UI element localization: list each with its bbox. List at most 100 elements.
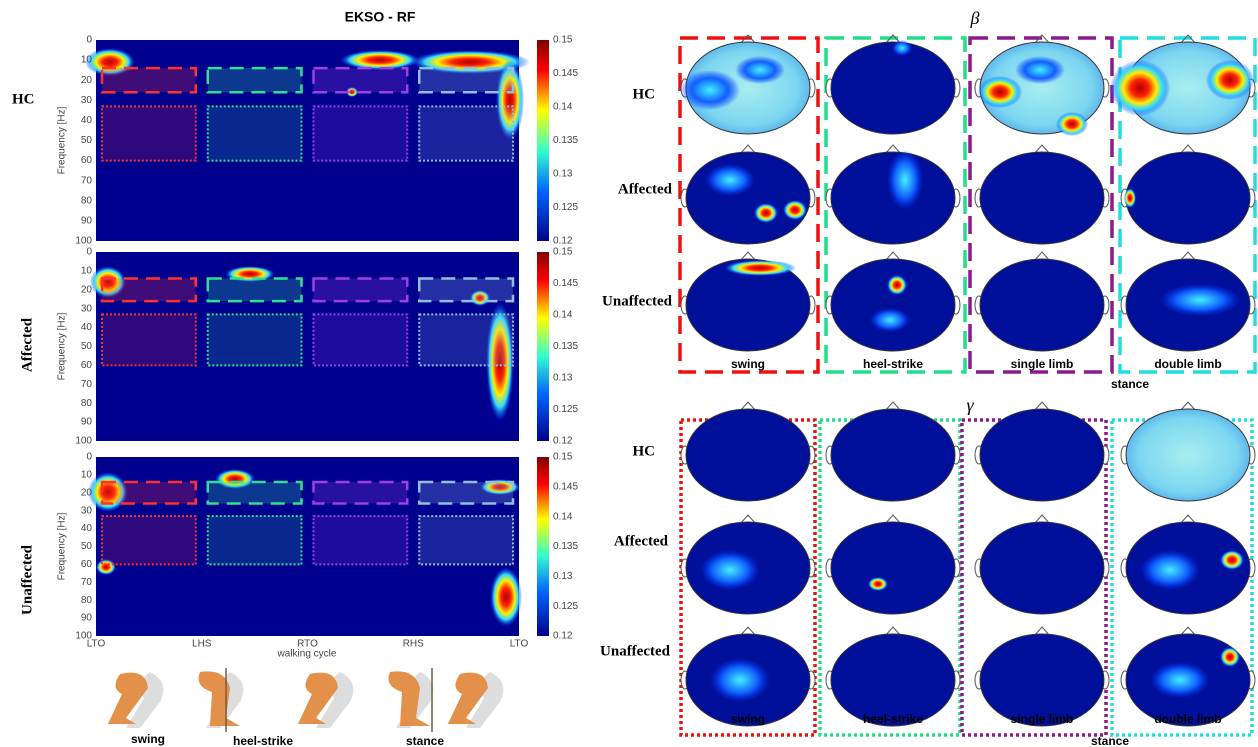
topomap-blob	[680, 70, 740, 110]
y-tick-label: 30	[81, 95, 93, 106]
colorbar-label: 0.135	[553, 341, 578, 352]
phase-window	[101, 313, 197, 367]
y-tick-label: 40	[81, 322, 93, 333]
head-nose	[1179, 514, 1197, 525]
gait-leg	[448, 672, 488, 724]
topomap	[979, 258, 1105, 352]
colorbar-label: 0.13	[553, 571, 573, 582]
topomap-blob	[705, 164, 755, 196]
head-nose	[739, 626, 757, 637]
phase-label: heel-strike	[863, 712, 923, 726]
y-tick-label: 100	[75, 236, 92, 247]
topomap-blob	[1160, 284, 1240, 316]
heat-blob	[346, 87, 358, 97]
x-tick-label: LTO	[510, 639, 529, 650]
topomap-blob	[892, 40, 912, 56]
phase-band	[418, 480, 515, 505]
colorbar-label: 0.145	[553, 481, 578, 492]
y-tick-label: 10	[81, 55, 93, 66]
y-tick-label: 50	[81, 341, 93, 352]
head-nose	[1179, 34, 1197, 45]
head-nose	[739, 514, 757, 525]
colorbar-label: 0.135	[553, 135, 578, 146]
phase-label: swing	[731, 712, 765, 726]
y-tick-label: 90	[81, 417, 93, 428]
heat-blob	[340, 50, 420, 70]
topomap	[830, 633, 956, 727]
topomap-blob	[1206, 60, 1254, 100]
head-nose	[1033, 626, 1051, 637]
gait-leg	[298, 672, 338, 724]
heat-blob	[496, 60, 524, 140]
y-tick-label: 20	[81, 75, 93, 86]
phase-band	[206, 480, 303, 505]
y-tick-label: 70	[81, 577, 93, 588]
topomap	[1125, 408, 1251, 502]
colorbar-label: 0.15	[553, 247, 573, 258]
phase-window	[101, 515, 197, 566]
phase-window	[312, 105, 409, 162]
topomap-blob	[1220, 647, 1240, 667]
phase-window	[418, 105, 514, 162]
colorbar-label: 0.145	[553, 68, 578, 79]
gait-leg-shadow	[466, 672, 504, 728]
row-label: HC	[633, 443, 656, 459]
head-nose	[739, 34, 757, 45]
y-tick-label: 20	[81, 487, 93, 498]
row-label: HC	[633, 86, 656, 102]
y-tick-label: 70	[81, 379, 93, 390]
colorbar-label: 0.125	[553, 601, 578, 612]
phase-window	[206, 105, 303, 162]
heatmap	[96, 40, 519, 241]
head-nose	[1179, 626, 1197, 637]
topomap-blob	[1140, 550, 1200, 590]
head-nose	[1033, 401, 1051, 412]
gait-leg-shadow	[316, 672, 354, 728]
topomap-blob	[700, 550, 760, 590]
topomap-blob	[783, 200, 807, 220]
y-tick-label: 0	[86, 452, 92, 463]
y-tick-label: 60	[81, 360, 93, 371]
topomap	[979, 408, 1105, 502]
row-label: Unaffected	[19, 544, 35, 615]
topomap-blob	[724, 260, 796, 276]
colorbar-label: 0.145	[553, 278, 578, 289]
heat-blob	[486, 302, 514, 422]
head-nose	[739, 144, 757, 155]
phase-label: double limb	[1154, 357, 1221, 371]
topomap	[979, 521, 1105, 615]
colorbar-label: 0.14	[553, 102, 573, 113]
topomap-blob	[1015, 56, 1065, 84]
phase-label: swing	[731, 357, 765, 371]
topomap-blob	[887, 275, 907, 295]
phase-window	[101, 105, 197, 162]
y-tick-label: 10	[81, 470, 93, 481]
head-nose	[1179, 144, 1197, 155]
gait-leg	[388, 671, 430, 726]
x-tick-label: RTO	[297, 639, 318, 650]
colorbar-label: 0.15	[553, 452, 573, 463]
head-nose	[884, 626, 902, 637]
left-title: EKSO - RF	[345, 9, 416, 25]
colorbar-label: 0.135	[553, 541, 578, 552]
y-tick-label: 30	[81, 505, 93, 516]
phase-band	[100, 66, 197, 94]
row-label: Unaffected	[600, 643, 671, 659]
y-tick-label: 30	[81, 303, 93, 314]
topomap-blob	[754, 203, 778, 223]
topomap-blob	[887, 150, 923, 210]
colorbar	[537, 252, 549, 441]
head-nose	[1033, 34, 1051, 45]
phase-label: single limb	[1011, 712, 1074, 726]
colorbar-label: 0.12	[553, 631, 573, 642]
head-nose	[1179, 251, 1197, 262]
colorbar	[537, 457, 549, 636]
phase-band	[312, 480, 409, 505]
head-nose	[884, 514, 902, 525]
y-axis-label: Frequency [Hz]	[57, 512, 68, 580]
group-label: stance	[1091, 734, 1129, 747]
heat-blob	[410, 50, 530, 74]
colorbar-label: 0.15	[553, 35, 573, 46]
head-nose	[1033, 144, 1051, 155]
gait-label: stance	[406, 734, 444, 747]
